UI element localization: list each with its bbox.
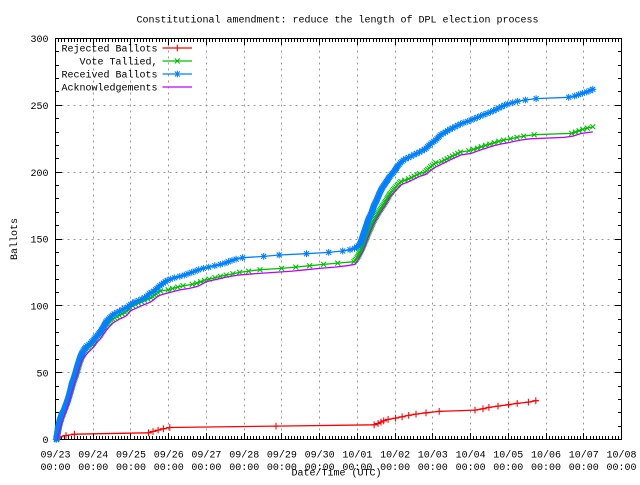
svg-text:00:00: 00:00 <box>456 463 486 474</box>
svg-text:0: 0 <box>42 436 48 447</box>
svg-text:Vote Tallied,: Vote Tallied, <box>79 57 157 69</box>
svg-text:Constitutional amendment: redu: Constitutional amendment: reduce the len… <box>136 15 538 27</box>
svg-text:150: 150 <box>30 236 48 247</box>
svg-text:Acknowledgements: Acknowledgements <box>61 83 157 95</box>
svg-text:09/29: 09/29 <box>267 449 297 461</box>
svg-text:00:00: 00:00 <box>191 463 221 474</box>
svg-text:09/27: 09/27 <box>191 449 221 461</box>
svg-text:00:00: 00:00 <box>380 463 410 474</box>
svg-text:10/07: 10/07 <box>569 449 599 461</box>
svg-text:09/24: 09/24 <box>78 449 108 461</box>
svg-text:00:00: 00:00 <box>267 463 297 474</box>
svg-text:00:00: 00:00 <box>342 463 372 474</box>
svg-text:10/02: 10/02 <box>380 449 410 461</box>
svg-text:00:00: 00:00 <box>154 463 184 474</box>
svg-text:00:00: 00:00 <box>493 463 523 474</box>
svg-text:00:00: 00:00 <box>78 463 108 474</box>
svg-text:Received Ballots: Received Ballots <box>61 70 157 82</box>
svg-text:00:00: 00:00 <box>531 463 561 474</box>
svg-text:10/01: 10/01 <box>342 449 372 461</box>
svg-text:10/05: 10/05 <box>493 449 523 461</box>
svg-text:300: 300 <box>30 35 48 46</box>
svg-text:09/23: 09/23 <box>40 449 70 461</box>
svg-text:00:00: 00:00 <box>606 463 636 474</box>
svg-text:Rejected Ballots: Rejected Ballots <box>61 44 157 56</box>
svg-text:200: 200 <box>30 169 48 180</box>
svg-text:250: 250 <box>30 102 48 113</box>
svg-text:09/28: 09/28 <box>229 449 259 461</box>
svg-text:00:00: 00:00 <box>229 463 259 474</box>
svg-text:10/08: 10/08 <box>606 449 636 461</box>
svg-text:09/30: 09/30 <box>305 449 335 461</box>
svg-text:00:00: 00:00 <box>418 463 448 474</box>
svg-text:09/26: 09/26 <box>154 449 184 461</box>
svg-text:Date/Time (UTC): Date/Time (UTC) <box>291 468 381 480</box>
svg-text:10/04: 10/04 <box>456 449 486 461</box>
svg-text:Ballots: Ballots <box>9 218 21 260</box>
svg-text:09/25: 09/25 <box>116 449 146 461</box>
svg-text:00:00: 00:00 <box>116 463 146 474</box>
svg-text:00:00: 00:00 <box>40 463 70 474</box>
svg-text:50: 50 <box>36 369 48 380</box>
svg-text:10/06: 10/06 <box>531 449 561 461</box>
svg-text:10/03: 10/03 <box>418 449 448 461</box>
svg-text:00:00: 00:00 <box>569 463 599 474</box>
svg-text:100: 100 <box>30 302 48 313</box>
svg-text:00:00: 00:00 <box>305 463 335 474</box>
